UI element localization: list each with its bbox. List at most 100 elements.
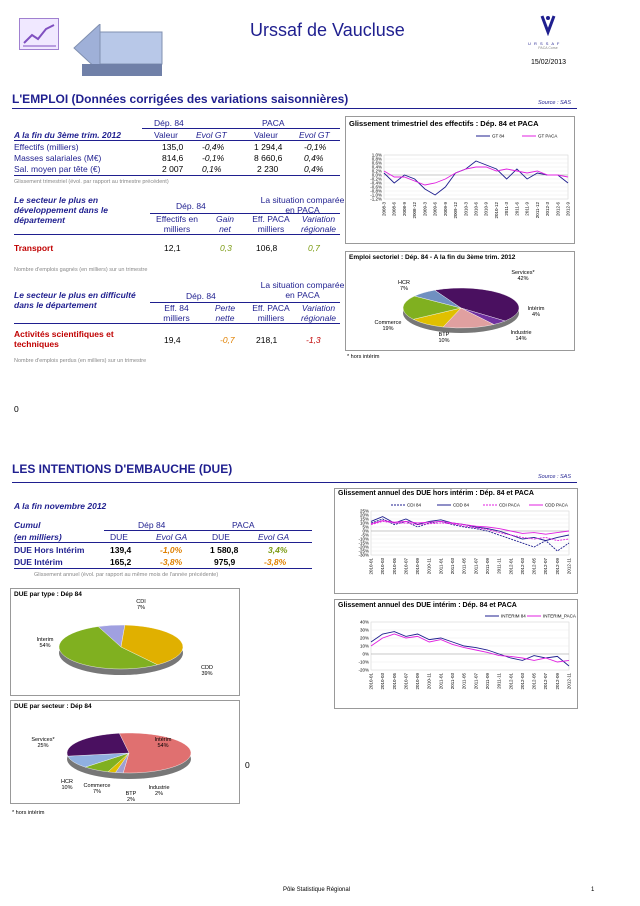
y-tick-label: 0% bbox=[362, 529, 369, 534]
col-evol-paca: Evol GA bbox=[258, 532, 290, 542]
col-effectifs: Effectifs en milliers bbox=[156, 214, 198, 234]
legend-label: CDD 84 bbox=[453, 503, 470, 508]
x-tick-label: 2012-11 bbox=[567, 673, 572, 690]
slice-label: BTP bbox=[126, 791, 137, 797]
y-tick-label: -25% bbox=[358, 549, 369, 554]
table-note: Glissement annuel (évol. par rapport au … bbox=[34, 572, 219, 578]
col-group-paca: PACA bbox=[232, 520, 255, 530]
x-tick-label: 2011-11 bbox=[497, 673, 502, 689]
col-evol-paca: Evol GT bbox=[299, 130, 330, 140]
pie-slice-commerce bbox=[402, 295, 462, 320]
x-tick-label: 2012-6 bbox=[555, 202, 560, 217]
zero-label: 0 bbox=[245, 760, 250, 770]
x-tick-label: 2009-12 bbox=[453, 202, 458, 219]
slice-percent: 10% bbox=[61, 785, 72, 791]
cell: -1,3 bbox=[306, 335, 321, 345]
slice-label: Industrie bbox=[510, 330, 531, 336]
slice-percent: 7% bbox=[93, 789, 101, 795]
y-tick-label: 25% bbox=[360, 509, 369, 514]
back-arrow-icon[interactable] bbox=[70, 22, 165, 84]
col-group-compare: La situation comparée en PACA bbox=[260, 195, 345, 215]
chart-due-type: DUE par type : Dép 84 CDI 7% CDD 39% Interim… bbox=[10, 588, 240, 696]
pie-slice-hcr bbox=[413, 289, 462, 309]
slice-percent: 54% bbox=[39, 643, 50, 649]
y-tick-label: -0,4% bbox=[370, 181, 382, 186]
x-tick-label: 2009-3 bbox=[422, 202, 427, 217]
x-tick-label: 2012-07 bbox=[543, 673, 548, 690]
series-line-gt-paca bbox=[383, 166, 569, 186]
y-tick-label: 20% bbox=[360, 513, 369, 518]
y-tick-label: 15% bbox=[360, 517, 369, 522]
slice-percent: 39% bbox=[201, 671, 212, 677]
y-tick-label: 30% bbox=[360, 628, 369, 633]
y-tick-label: -30% bbox=[358, 553, 369, 558]
cell: 1 294,4 bbox=[254, 142, 283, 152]
pie-slice-interim bbox=[58, 626, 159, 670]
x-tick-label: 2012-3 bbox=[545, 202, 550, 217]
row-label: Masses salariales (M€) bbox=[14, 153, 102, 163]
x-tick-label: 2011-11 bbox=[497, 558, 502, 574]
y-tick-label: 5% bbox=[362, 525, 369, 530]
cell: 0,7 bbox=[308, 243, 320, 253]
col-due-paca: DUE bbox=[212, 532, 230, 542]
cell: 12,1 bbox=[164, 243, 181, 253]
growth-sector-table: Le secteur le plus en développement dans… bbox=[14, 193, 344, 273]
col-variation: Variation régionale bbox=[301, 303, 336, 323]
series-line-interim-paca bbox=[370, 633, 570, 663]
x-tick-label: 2010-9 bbox=[484, 202, 489, 217]
x-tick-label: 2012-05 bbox=[532, 673, 537, 690]
y-tick-label: -1,2% bbox=[370, 197, 382, 202]
slice-label: CDD bbox=[201, 665, 213, 671]
due-table: Cumul Dép 84 PACA (en milliers) DUE Evol… bbox=[14, 516, 324, 586]
col-valeur-paca: Valeur bbox=[254, 130, 278, 140]
table-note: Nombre d'emplois perdus (en milliers) su… bbox=[14, 358, 147, 364]
pie-note: * hors intérim bbox=[347, 354, 380, 360]
chart-title: Emploi sectoriel : Dép. 84 - A la fin du… bbox=[349, 254, 516, 261]
slice-percent: 7% bbox=[400, 286, 408, 292]
cell: 19,4 bbox=[164, 335, 181, 345]
x-tick-label: 2010-09 bbox=[415, 558, 420, 575]
cell: 0,1% bbox=[202, 164, 222, 174]
chart-title: Glissement annuel des DUE hors intérim :… bbox=[338, 490, 534, 497]
y-tick-label: 0,2% bbox=[372, 169, 382, 174]
x-tick-label: 2011-07 bbox=[473, 558, 478, 575]
x-tick-label: 2009-9 bbox=[443, 202, 448, 217]
chart-due-hors-interim: Glissement annuel des DUE hors intérim :… bbox=[334, 488, 578, 594]
cell: -0,4% bbox=[202, 142, 225, 152]
legend-label: CDI PACA bbox=[499, 503, 520, 508]
slice-percent: 14% bbox=[515, 336, 526, 342]
x-tick-label: 2012-05 bbox=[532, 558, 537, 575]
y-tick-label: 40% bbox=[360, 620, 369, 625]
x-tick-label: 2011-09 bbox=[485, 558, 490, 575]
chart-due-interim: Glissement annuel des DUE intérim : Dép.… bbox=[334, 599, 578, 709]
col-group-dep: Dép 84 bbox=[138, 520, 166, 530]
cell: 135,0 bbox=[162, 142, 184, 152]
x-tick-label: 2011-9 bbox=[525, 202, 530, 216]
section-rule bbox=[12, 482, 577, 483]
pie-slice-services- bbox=[66, 733, 130, 757]
cell: 165,2 bbox=[110, 557, 132, 567]
pie-slice-int-rim bbox=[118, 732, 192, 774]
series-line-cdd-paca bbox=[370, 520, 570, 535]
col-due: DUE bbox=[110, 532, 128, 542]
cell: -0,7 bbox=[220, 335, 235, 345]
x-tick-label: 2011-01 bbox=[438, 558, 443, 575]
zero-label: 0 bbox=[14, 404, 19, 414]
y-tick-label: -10% bbox=[358, 660, 369, 665]
x-tick-label: 2011-3 bbox=[504, 202, 509, 216]
cell: 139,4 bbox=[110, 545, 132, 555]
table-label: Le secteur le plus en développement dans… bbox=[14, 195, 108, 225]
col-variation: Variation régionale bbox=[301, 214, 336, 234]
slice-percent: 25% bbox=[37, 743, 48, 749]
cell: 106,8 bbox=[256, 243, 278, 253]
x-tick-label: 2008-3 bbox=[382, 202, 387, 217]
cell: 814,6 bbox=[162, 153, 184, 163]
col-eff-paca: Eff. PACA milliers bbox=[252, 214, 290, 234]
cell: 1 580,8 bbox=[210, 545, 239, 555]
x-tick-label: 2012-9 bbox=[566, 202, 571, 217]
slice-percent: 19% bbox=[382, 326, 393, 332]
plot-area bbox=[383, 154, 569, 200]
cell: 8 660,6 bbox=[254, 153, 283, 163]
slice-label: Commerce bbox=[84, 783, 111, 789]
slice-percent: 7% bbox=[137, 605, 145, 611]
